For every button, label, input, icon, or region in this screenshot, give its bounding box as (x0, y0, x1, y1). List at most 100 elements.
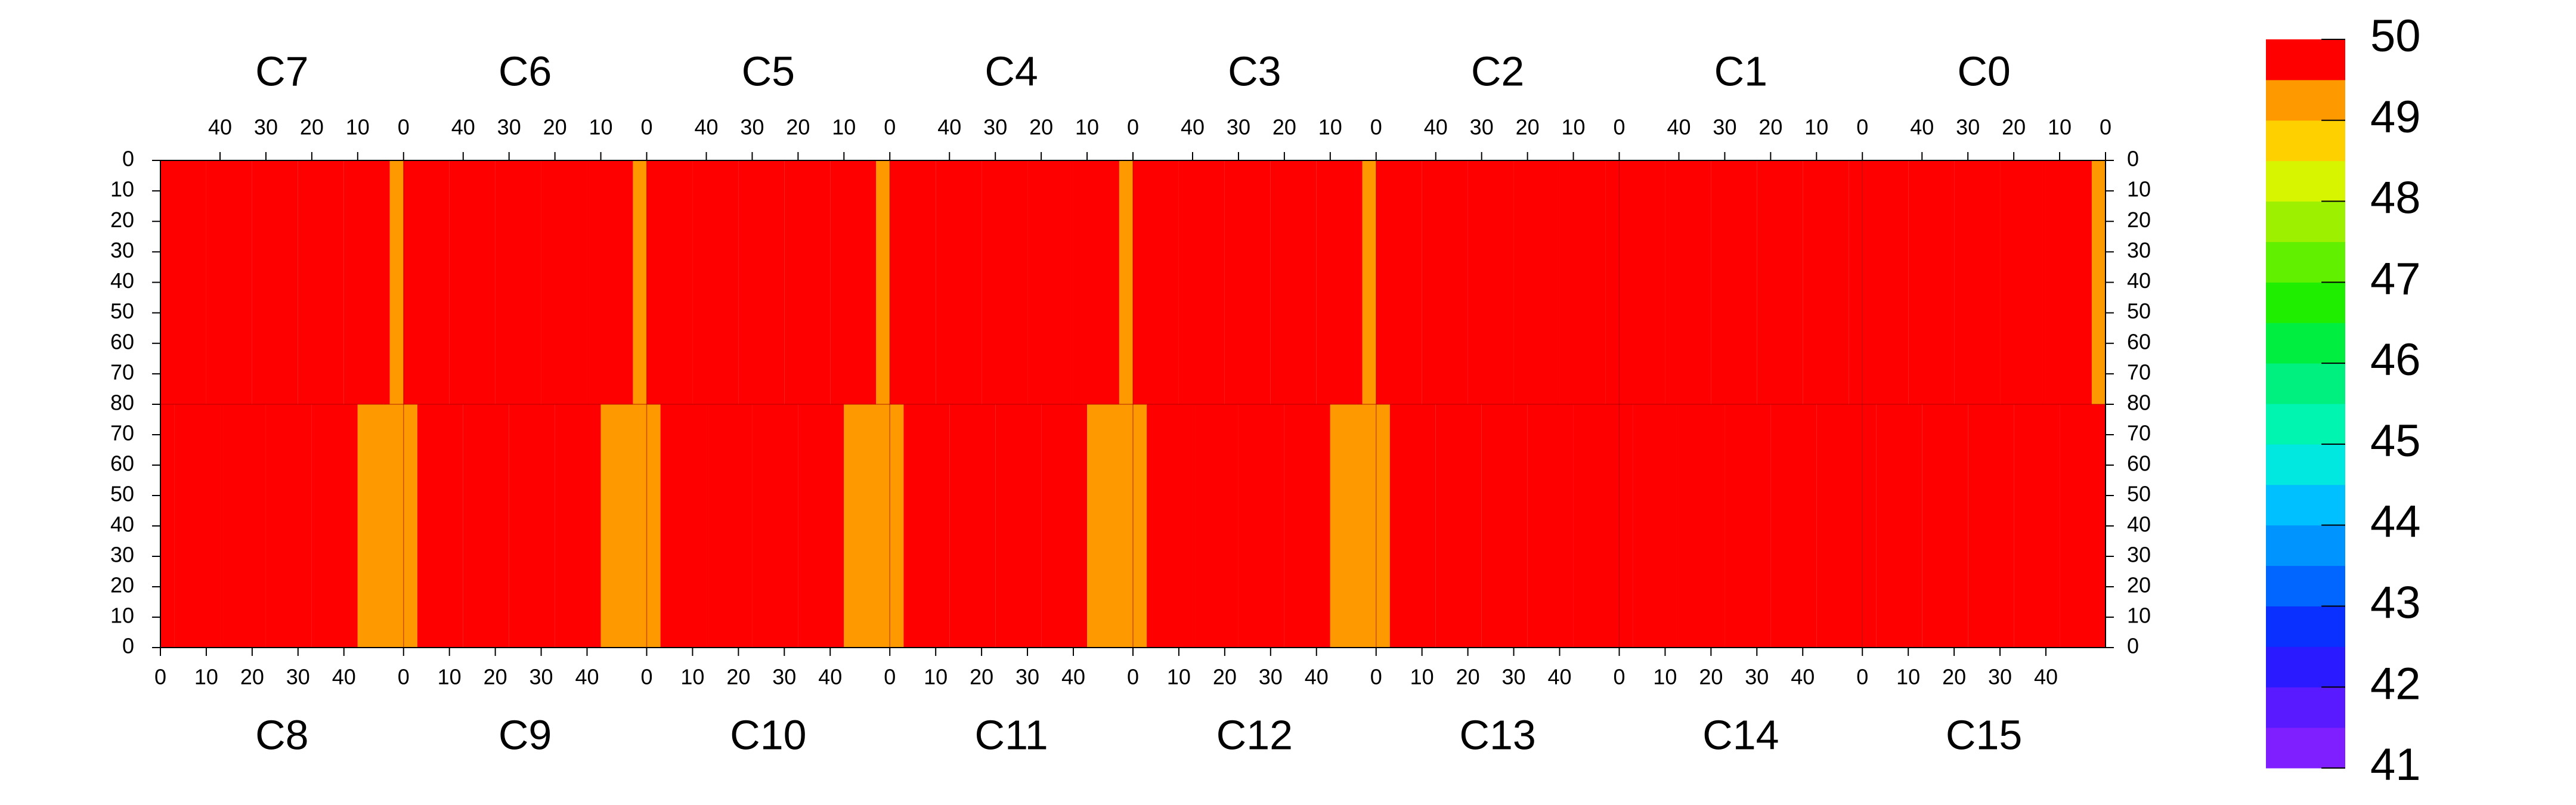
heatmap-cell (890, 160, 936, 404)
x-tick-label: 40 (694, 115, 718, 140)
heatmap-cell (1224, 160, 1271, 404)
heatmap-cell (1133, 404, 1147, 648)
colorbar-label: 42 (2370, 658, 2421, 709)
x-tick-label: 20 (2002, 115, 2026, 140)
x-tick-label: 30 (1745, 665, 1769, 689)
x-tick-label: 40 (1547, 665, 1571, 689)
y-tick-label: 0 (2127, 634, 2139, 658)
y-tick-label: 70 (110, 360, 134, 384)
colorbar-label: 41 (2370, 739, 2421, 790)
x-tick-label: 30 (1015, 665, 1039, 689)
x-tick-label: 0 (1127, 665, 1139, 689)
heatmap-cell (1573, 404, 1620, 648)
x-tick-label: 10 (832, 115, 856, 140)
x-tick-label: 30 (1259, 665, 1283, 689)
colorbar-label: 44 (2370, 497, 2421, 547)
panel-title: C13 (1459, 711, 1535, 758)
x-tick-label: 0 (398, 115, 410, 140)
heatmap-cell (784, 160, 831, 404)
heatmap-cell (1119, 160, 1133, 404)
heatmap-cell (1711, 160, 1757, 404)
heatmap-cell (1862, 404, 1877, 648)
x-tick-label: 20 (970, 665, 993, 689)
y-tick-label: 50 (2127, 482, 2151, 506)
heatmap-cell (2014, 404, 2060, 648)
heatmap-cell (509, 404, 555, 648)
heatmap-cell (949, 404, 996, 648)
colorbar-swatch (2266, 363, 2345, 404)
heatmap-cell (1133, 160, 1179, 404)
y-tick-label: 40 (110, 268, 134, 293)
x-tick-label: 40 (1910, 115, 1934, 140)
x-tick-label: 10 (1896, 665, 1920, 689)
x-tick-label: 30 (1988, 665, 2012, 689)
colorbar-swatch (2266, 39, 2345, 80)
heatmap-cell (463, 404, 509, 648)
x-tick-label: 20 (1699, 665, 1723, 689)
panel-title: C14 (1702, 711, 1779, 758)
x-tick-label: 0 (398, 665, 410, 689)
x-tick-label: 0 (1613, 115, 1625, 140)
panel-title: C12 (1216, 711, 1293, 758)
x-tick-label: 30 (740, 115, 764, 140)
x-tick-label: 20 (1029, 115, 1053, 140)
heatmap-cell (541, 160, 587, 404)
heatmap-cell (1724, 404, 1771, 648)
x-tick-label: 30 (254, 115, 278, 140)
colorbar-swatch (2266, 160, 2345, 202)
x-tick-label: 30 (497, 115, 521, 140)
heatmap-cell (1316, 160, 1363, 404)
heatmap-cell (1619, 160, 1665, 404)
heatmap-cell (1467, 160, 1514, 404)
x-tick-label: 10 (1653, 665, 1677, 689)
colorbar-swatch (2266, 79, 2345, 121)
x-tick-label: 0 (640, 665, 652, 689)
panel-title: C10 (730, 711, 806, 758)
heatmap-cell (1238, 404, 1284, 648)
heatmap-cell (403, 404, 417, 648)
x-tick-label: 10 (194, 665, 218, 689)
x-tick-label: 0 (154, 665, 166, 689)
heatmap-cell (633, 160, 647, 404)
y-tick-label: 40 (2127, 512, 2151, 537)
y-tick-label: 60 (2127, 329, 2151, 354)
panel-title: C0 (1957, 48, 2010, 94)
colorbar-swatch (2266, 727, 2345, 769)
x-tick-label: 30 (1227, 115, 1250, 140)
x-tick-label: 0 (1370, 665, 1382, 689)
heatmap-cell (1527, 404, 1574, 648)
x-tick-label: 40 (1791, 665, 1815, 689)
x-tick-label: 10 (924, 665, 948, 689)
heatmap-cell (389, 160, 404, 404)
colorbar-swatch (2266, 201, 2345, 242)
y-tick-label: 10 (2127, 603, 2151, 628)
x-tick-label: 40 (1424, 115, 1448, 140)
y-tick-label: 50 (110, 482, 134, 506)
heatmap-cell (936, 160, 982, 404)
heatmap-cell (660, 404, 707, 648)
colorbar-swatch (2266, 687, 2345, 728)
y-tick-label: 30 (2127, 543, 2151, 567)
heatmap-cell (1803, 160, 1849, 404)
panel-title: C5 (742, 48, 795, 94)
x-tick-label: 40 (937, 115, 961, 140)
heatmap-cell (844, 404, 890, 648)
heatmap-cell (555, 404, 601, 648)
x-tick-label: 30 (530, 665, 553, 689)
x-tick-label: 20 (1942, 665, 1966, 689)
colorbar-label: 49 (2370, 92, 2421, 143)
heatmap-cell (1619, 404, 1633, 648)
panel-title: C9 (499, 711, 552, 758)
x-tick-label: 40 (2034, 665, 2058, 689)
panel-title: C11 (975, 711, 1048, 758)
y-tick-label: 50 (110, 299, 134, 323)
y-tick-label: 40 (110, 512, 134, 537)
heatmap-cell (1147, 404, 1193, 648)
heatmap-cell (1389, 404, 1436, 648)
x-tick-label: 20 (484, 665, 507, 689)
heatmap-cell (798, 404, 844, 648)
x-tick-label: 20 (1456, 665, 1480, 689)
x-tick-label: 20 (1516, 115, 1540, 140)
